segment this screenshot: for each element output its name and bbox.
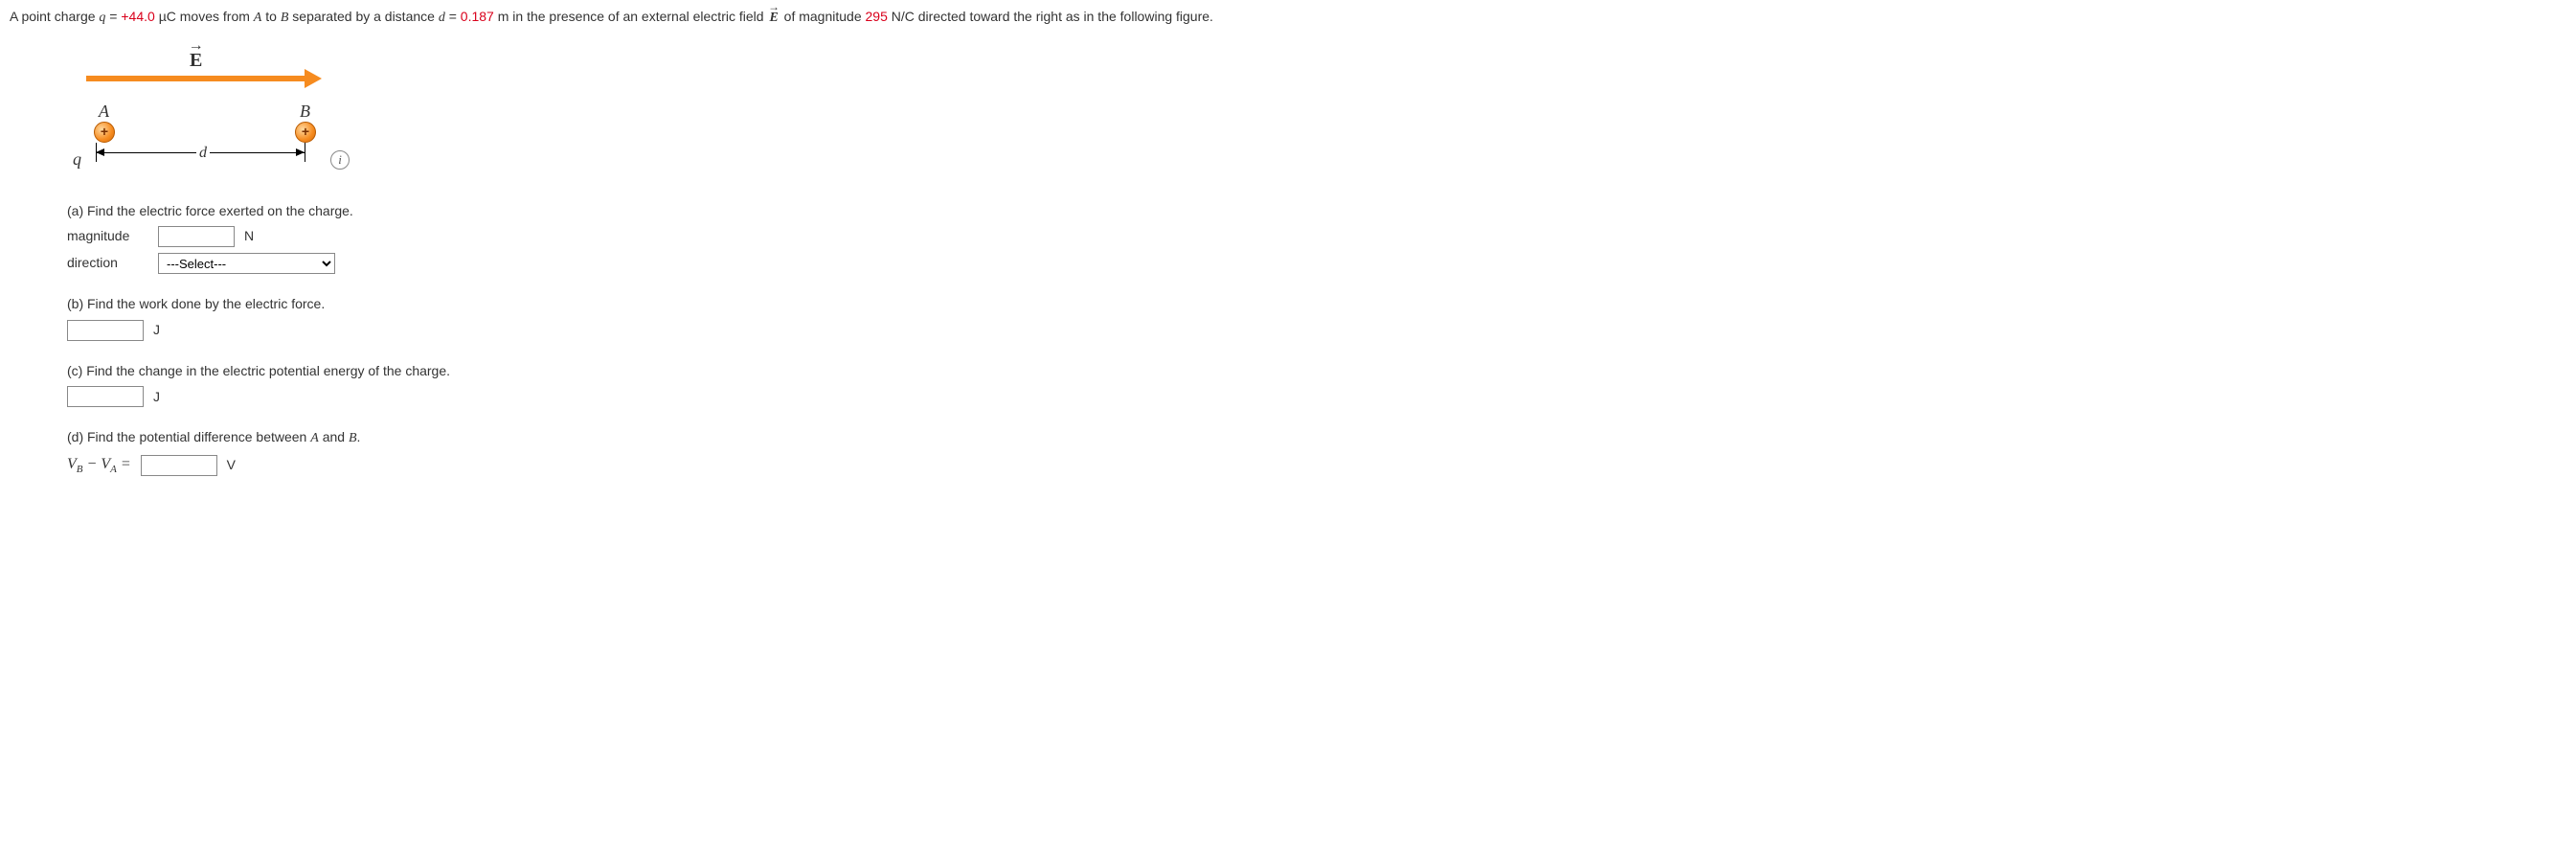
text: m in the presence of an external electri… [494, 9, 768, 24]
charge-A-icon: + [94, 122, 115, 143]
delta-pe-unit: J [153, 388, 160, 407]
text: to [261, 9, 280, 24]
part-d: (d) Find the potential difference betwee… [67, 428, 929, 477]
V: V [67, 456, 77, 472]
point-B: B [349, 431, 357, 445]
part-d-text: (d) Find the potential difference betwee… [67, 428, 929, 448]
text: . [357, 429, 361, 444]
figure-label-A: A [99, 100, 109, 124]
text: = [445, 9, 461, 24]
point-A: A [310, 431, 319, 445]
part-a-text: (a) Find the electric force exerted on t… [67, 202, 929, 221]
part-c: (c) Find the change in the electric pote… [67, 362, 929, 408]
problem-statement: A point charge q = +44.0 µC moves from A… [10, 8, 2566, 28]
sub-B: B [77, 464, 83, 475]
magnitude-unit: N [244, 227, 254, 246]
part-c-text: (c) Find the change in the electric pote… [67, 362, 929, 381]
work-unit: J [153, 321, 160, 340]
info-icon[interactable]: i [330, 150, 350, 170]
value-q: +44.0 [121, 9, 154, 24]
figure-label-q: q [73, 148, 81, 171]
text: N/C directed toward the right as in the … [888, 9, 1213, 24]
field-arrow-icon [86, 76, 306, 81]
potential-diff-unit: V [227, 456, 236, 475]
vector-E: E [767, 9, 780, 28]
potential-diff-input[interactable] [141, 455, 217, 476]
figure: E A B + + q d i [67, 47, 373, 181]
text: µC moves from [155, 9, 254, 24]
text: and [319, 429, 349, 444]
magnitude-label: magnitude [67, 227, 148, 246]
part-a: (a) Find the electric force exerted on t… [67, 202, 929, 275]
text: A point charge [10, 9, 99, 24]
sub-A: A [110, 464, 117, 475]
text: (d) Find the potential difference betwee… [67, 429, 310, 444]
potential-diff-lhs: VB − VA = [67, 454, 131, 478]
equals: = [117, 456, 131, 472]
direction-select[interactable]: ---Select--- [158, 253, 335, 274]
value-E: 295 [866, 9, 888, 24]
V: V [101, 456, 110, 472]
text: of magnitude [780, 9, 866, 24]
direction-label: direction [67, 254, 148, 273]
magnitude-input[interactable] [158, 226, 235, 247]
figure-label-E: E [190, 47, 202, 74]
value-d: 0.187 [461, 9, 494, 24]
text: separated by a distance [288, 9, 438, 24]
work-input[interactable] [67, 320, 144, 341]
text: = [105, 9, 121, 24]
delta-pe-input[interactable] [67, 386, 144, 407]
var-d: d [439, 11, 445, 25]
charge-B-icon: + [295, 122, 316, 143]
figure-label-B: B [300, 100, 310, 124]
part-b-text: (b) Find the work done by the electric f… [67, 295, 929, 314]
part-b: (b) Find the work done by the electric f… [67, 295, 929, 341]
figure-label-d: d [196, 143, 210, 164]
minus: − [83, 456, 102, 472]
